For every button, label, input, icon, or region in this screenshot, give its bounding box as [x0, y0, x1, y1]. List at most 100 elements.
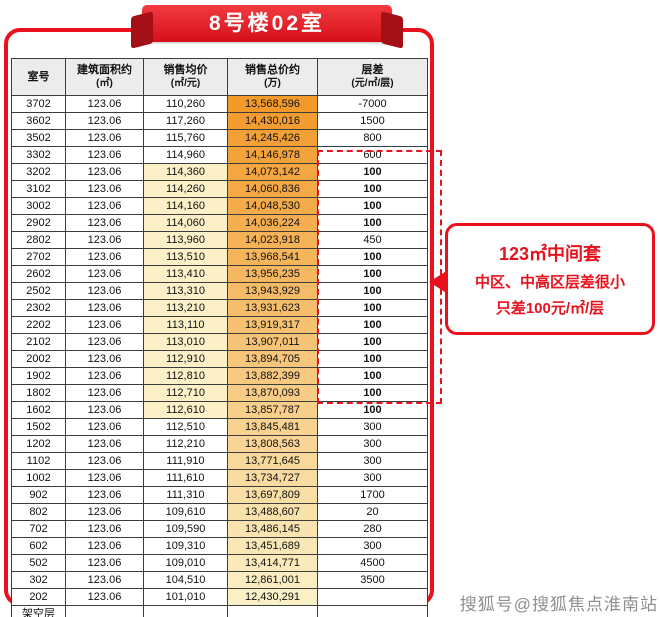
table-row: 2102 123.06 113,010 13,907,011 100 [11, 333, 428, 351]
table-row: 2902 123.06 114,060 14,036,224 100 [11, 214, 428, 232]
total-price-cell: 13,697,809 [227, 486, 318, 504]
price-table-body: 3702 123.06 110,260 13,568,596 -7000 3602 123.… [11, 95, 428, 617]
room-cell: 602 [11, 537, 66, 555]
area-cell: 123.06 [65, 452, 144, 470]
floor-diff-cell: 280 [317, 520, 428, 538]
area-cell: 123.06 [65, 367, 144, 385]
unit-price-cell: 112,610 [143, 401, 228, 419]
header-floor-diff: 层差 (元/㎡/层) [317, 58, 428, 96]
unit-price-cell: 114,160 [143, 197, 228, 215]
table-row: 2502 123.06 113,310 13,943,929 100 [11, 282, 428, 300]
unit-price-cell: 110,260 [143, 95, 228, 113]
room-cell: 802 [11, 503, 66, 521]
table-row: 3302 123.06 114,960 14,146,978 600 [11, 146, 428, 164]
floor-diff-cell: 450 [317, 231, 428, 249]
floor-diff-cell: -7000 [317, 95, 428, 113]
room-cell: 3302 [11, 146, 66, 164]
room-cell: 2202 [11, 316, 66, 334]
table-row: 702 123.06 109,590 13,486,145 280 [11, 520, 428, 538]
unit-price-cell: 109,010 [143, 554, 228, 572]
total-price-cell: 13,882,399 [227, 367, 318, 385]
area-cell: 123.06 [65, 95, 144, 113]
floor-diff-cell: 100 [317, 163, 428, 181]
room-cell: 202 [11, 588, 66, 606]
total-price-cell: 13,486,145 [227, 520, 318, 538]
room-cell: 2602 [11, 265, 66, 283]
total-price-cell: 13,568,596 [227, 95, 318, 113]
area-cell: 123.06 [65, 265, 144, 283]
floor-diff-cell: 3500 [317, 571, 428, 589]
floor-diff-cell: 100 [317, 316, 428, 334]
floor-diff-cell: 100 [317, 333, 428, 351]
total-price-cell: 13,451,689 [227, 537, 318, 555]
room-cell: 502 [11, 554, 66, 572]
room-cell: 1202 [11, 435, 66, 453]
area-cell: 123.06 [65, 316, 144, 334]
floor-diff-cell: 300 [317, 452, 428, 470]
floor-diff-cell: 600 [317, 146, 428, 164]
room-cell: 2002 [11, 350, 66, 368]
floor-diff-cell: 1700 [317, 486, 428, 504]
area-cell: 123.06 [65, 129, 144, 147]
total-price-cell: 13,919,317 [227, 316, 318, 334]
total-price-cell: 14,430,016 [227, 112, 318, 130]
table-row: 3702 123.06 110,260 13,568,596 -7000 [11, 95, 428, 113]
empty-cell [317, 605, 428, 617]
total-price-cell: 13,808,563 [227, 435, 318, 453]
total-price-cell: 14,048,530 [227, 197, 318, 215]
floor-diff-cell: 300 [317, 537, 428, 555]
floor-diff-cell: 100 [317, 401, 428, 419]
unit-price-cell: 112,910 [143, 350, 228, 368]
total-price-cell: 12,430,291 [227, 588, 318, 606]
room-cell: 1102 [11, 452, 66, 470]
total-price-cell: 14,073,142 [227, 163, 318, 181]
unit-price-cell: 113,960 [143, 231, 228, 249]
room-cell: 3102 [11, 180, 66, 198]
unit-price-cell: 113,210 [143, 299, 228, 317]
area-cell: 123.06 [65, 418, 144, 436]
unit-price-cell: 109,610 [143, 503, 228, 521]
unit-price-cell: 112,210 [143, 435, 228, 453]
unit-price-cell: 113,410 [143, 265, 228, 283]
table-row: 502 123.06 109,010 13,414,771 4500 [11, 554, 428, 572]
table-row: 1102 123.06 111,910 13,771,645 300 [11, 452, 428, 470]
area-cell: 123.06 [65, 333, 144, 351]
table-row: 2202 123.06 113,110 13,919,317 100 [11, 316, 428, 334]
room-cell: 2502 [11, 282, 66, 300]
floor-diff-cell: 100 [317, 180, 428, 198]
unit-price-cell: 113,310 [143, 282, 228, 300]
room-cell: 2302 [11, 299, 66, 317]
unit-price-cell: 115,760 [143, 129, 228, 147]
area-cell: 123.06 [65, 554, 144, 572]
area-cell: 123.06 [65, 282, 144, 300]
empty-cell [227, 605, 318, 617]
price-table: 室号 建筑面积约 (㎡) 销售均价 (㎡/元) 销售总价约 (万) 层差 (元/… [11, 58, 428, 617]
header-unit-price: 销售均价 (㎡/元) [143, 58, 228, 96]
area-cell: 123.06 [65, 503, 144, 521]
total-price-cell: 14,146,978 [227, 146, 318, 164]
table-row: 3202 123.06 114,360 14,073,142 100 [11, 163, 428, 181]
area-cell: 123.06 [65, 486, 144, 504]
unit-price-cell: 117,260 [143, 112, 228, 130]
header-area: 建筑面积约 (㎡) [65, 58, 144, 96]
room-cell: 2702 [11, 248, 66, 266]
unit-price-cell: 114,060 [143, 214, 228, 232]
page-title: 8号楼02室 [208, 12, 326, 35]
total-price-cell: 13,894,705 [227, 350, 318, 368]
floor-diff-cell: 100 [317, 367, 428, 385]
total-price-cell: 13,931,623 [227, 299, 318, 317]
total-price-cell: 13,907,011 [227, 333, 318, 351]
area-cell: 123.06 [65, 197, 144, 215]
area-cell: 123.06 [65, 588, 144, 606]
table-row: 902 123.06 111,310 13,697,809 1700 [11, 486, 428, 504]
total-price-cell: 14,245,426 [227, 129, 318, 147]
room-cell: 2102 [11, 333, 66, 351]
room-cell: 3502 [11, 129, 66, 147]
unit-price-cell: 114,260 [143, 180, 228, 198]
floor-diff-cell: 300 [317, 469, 428, 487]
area-cell: 123.06 [65, 231, 144, 249]
area-cell: 123.06 [65, 180, 144, 198]
header-row: 室号 建筑面积约 (㎡) 销售均价 (㎡/元) 销售总价约 (万) 层差 (元/… [11, 58, 428, 96]
total-price-cell: 13,968,541 [227, 248, 318, 266]
